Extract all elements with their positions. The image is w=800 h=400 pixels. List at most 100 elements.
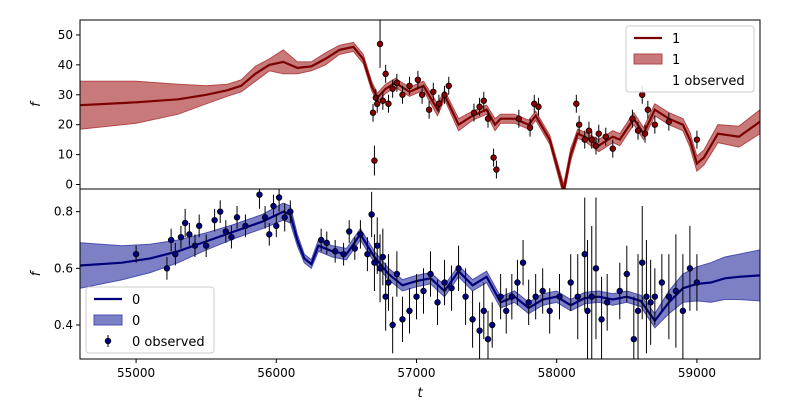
panel-0-observed-point	[399, 91, 406, 98]
panel-1-observed-point	[393, 270, 401, 278]
panel-1-observed-point	[630, 335, 638, 343]
panel-1-observed-point	[665, 293, 673, 300]
panel-0-observed-point	[585, 127, 593, 134]
panel-1-xtick-label: 56000	[257, 366, 295, 380]
panel-1-observed-point	[503, 307, 510, 315]
panel-0-observed-point	[476, 103, 483, 110]
panel-1-observed-point	[374, 242, 381, 249]
panel-1-legend: 0 0 0 observed	[85, 286, 215, 354]
panel-1-observed-point	[616, 287, 623, 295]
panel-0-observed-point	[592, 142, 600, 149]
panel-0-observed-point	[379, 97, 387, 104]
panel-0-observed-point	[651, 121, 659, 128]
panel-1-ytick-label: 0.4	[54, 318, 73, 332]
panel-1-observed-point	[177, 233, 185, 241]
panel-0-observed-point	[435, 100, 443, 107]
panel-1-observed-point	[191, 242, 199, 249]
panel-1-observed-point	[584, 307, 591, 315]
panel-0-observed-point	[374, 100, 381, 107]
panel-1-observed-point	[413, 293, 420, 300]
panel-1-observed-point	[508, 293, 516, 300]
panel-1-observed-point	[273, 222, 280, 230]
panel-1-observed-point	[242, 222, 249, 230]
panel-1-observed-point	[497, 293, 504, 300]
panel-0-observed-point	[602, 133, 609, 140]
panel-1-legend-label: 0	[132, 314, 140, 329]
panel-0-legend-box	[625, 25, 755, 93]
panel-1-observed-point	[476, 327, 483, 334]
panel-1-observed-point	[172, 250, 179, 258]
panel-1-observed-point	[651, 293, 659, 300]
panel-0-observed-point	[430, 88, 437, 95]
panel-1-observed-point	[270, 202, 277, 210]
panel-0-ytick-label: 20	[58, 118, 73, 132]
panel-1-observed-point	[275, 194, 283, 201]
panel-0-observed-point	[609, 145, 616, 152]
panel-1-observed-point	[228, 233, 235, 241]
panel-1-observed-point	[603, 299, 611, 306]
panel-1-observed-point	[368, 211, 375, 218]
panel-1-ylabel: f	[29, 269, 44, 276]
panel-0-observed-point	[418, 91, 426, 98]
panel-0-ylabel: f	[29, 100, 44, 107]
panel-1-observed-point	[376, 265, 384, 272]
panel-0-observed-point	[573, 100, 580, 107]
panel-1-observed-point	[441, 279, 448, 286]
panel-1-observed-point	[379, 253, 387, 261]
panel-1-observed-point	[574, 293, 581, 300]
panel-1-observed-point	[556, 293, 563, 300]
panel-1-observed-point	[385, 279, 392, 286]
panel-1-observed-point	[287, 208, 294, 215]
panel-1-observed-point	[371, 259, 378, 266]
panel-1-observed-point	[480, 307, 487, 315]
panel-0-ytick-label: 10	[58, 148, 73, 162]
panel-1-observed-point	[382, 293, 389, 300]
panel-1-observed-point	[455, 265, 462, 272]
panel-0-observed-point	[639, 91, 646, 98]
panel-1-observed-point	[222, 228, 230, 235]
panel-1-observed-point	[331, 248, 339, 255]
panel-1-legend-label: 0	[132, 293, 140, 308]
panel-1-xtick-label: 58000	[538, 366, 576, 380]
panel-1-observed-point	[211, 216, 218, 224]
panel-1-observed-point	[163, 265, 171, 272]
panel-0-observed-point	[493, 166, 500, 173]
panel-1-observed-point	[364, 250, 371, 258]
panel-1-frame	[79, 188, 761, 360]
panel-0-legend-label: 1	[672, 32, 680, 47]
panel-1-observed-point	[256, 191, 263, 198]
panel-1-observed-point	[519, 259, 527, 266]
panel-0-observed-point	[393, 79, 401, 87]
panel-0-observed-point	[665, 118, 673, 125]
panel-1-legend-point-swatch	[104, 337, 112, 345]
panel-1-observed-point	[679, 307, 687, 315]
panel-1-observed-point	[592, 265, 600, 272]
panel-1-observed-point	[469, 316, 476, 323]
panel-1-xtick-label: 55000	[117, 366, 155, 380]
panel-1-observed-point	[351, 245, 359, 252]
panel-0-observed-point	[371, 157, 378, 164]
panel-1-observed-point	[357, 231, 364, 238]
panel-0-observed-point	[575, 121, 583, 128]
panel-1-observed-point	[406, 307, 413, 315]
panel-0-observed-point	[644, 106, 652, 113]
panel-1-observed-point	[686, 265, 694, 272]
panel-1-observed-point	[427, 270, 434, 278]
panel-0-ytick-label: 50	[58, 28, 73, 42]
panel-1-observed-point	[639, 259, 646, 266]
panel-0-observed-point	[382, 70, 389, 78]
panel-0-observed-point	[372, 94, 380, 101]
panel-0-plot-area	[80, 20, 760, 189]
panel-1-observed-point	[195, 222, 203, 230]
panel-1-observed-point	[634, 307, 642, 315]
panel-0-observed-point	[445, 82, 452, 90]
panel-0-observed-point	[629, 115, 636, 122]
panel-1-ytick-label: 0.6	[54, 261, 73, 275]
panel-1-observed-point	[525, 299, 532, 306]
panel-1-observed-point	[399, 316, 406, 323]
panel-1-xtick-label: 59000	[678, 366, 716, 380]
panel-0-legend-band-swatch	[633, 53, 663, 65]
panel-0-observed-point	[641, 130, 649, 137]
panel-0-observed-point	[581, 136, 588, 143]
